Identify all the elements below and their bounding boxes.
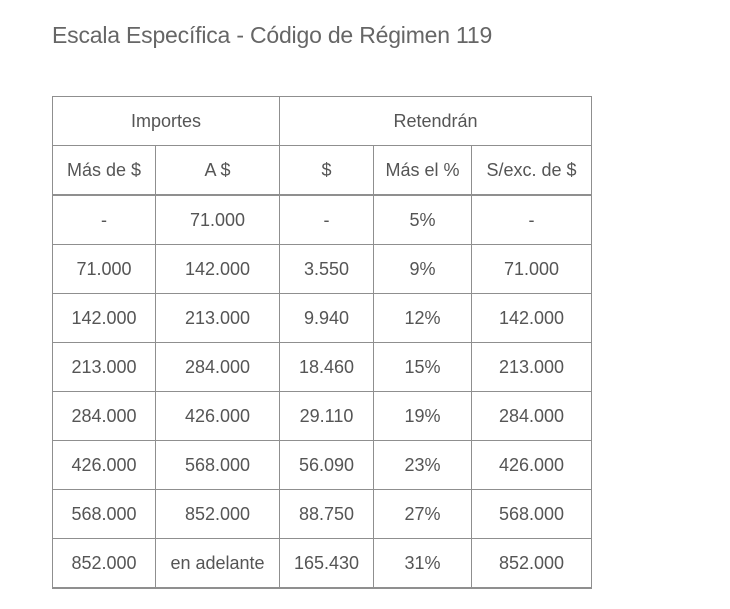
cell-sobre-excedente: 568.000 — [471, 489, 592, 539]
cell-mas-de: 71.000 — [52, 244, 156, 294]
cell-mas-de: 852.000 — [52, 538, 156, 589]
cell-sobre-excedente: - — [471, 194, 592, 245]
cell-mas-de: 284.000 — [52, 391, 156, 441]
table-row: -71.000-5% - — [52, 194, 592, 245]
cell-sobre-excedente: 284.000 — [471, 391, 592, 441]
cell-mas-el-porcentaje: 12% — [373, 293, 472, 343]
cell-sobre-excedente: 213.000 — [471, 342, 592, 392]
group-header-retendran: Retendrán — [279, 96, 592, 146]
cell-a: 426.000 — [155, 391, 280, 441]
cell-mas-el-porcentaje: 15% — [373, 342, 472, 392]
cell-a: en adelante — [155, 538, 280, 589]
cell-monto: 29.110 — [279, 391, 374, 441]
column-header-sobre-excedente: S/exc. de $ — [471, 145, 592, 196]
table-row: 71.000 142.000 3.550 9% 71.000 — [52, 244, 592, 294]
table-row: 568.000 852.000 88.750 27% 568.000 — [52, 489, 592, 539]
column-header-row: Más de $ A $ $ Más el % S/exc. de $ — [52, 145, 592, 196]
table-row: 852.000 en adelante 165.430 31% 852.000 — [52, 538, 592, 589]
column-header-mas-el-porcentaje: Más el % — [373, 145, 472, 196]
cell-mas-el-porcentaje: 27% — [373, 489, 472, 539]
table-row: 213.000 284.000 18.460 15% 213.000 — [52, 342, 592, 392]
cell-a: 852.000 — [155, 489, 280, 539]
cell-mas-el-porcentaje: 5% — [373, 194, 472, 245]
column-header-a: A $ — [155, 145, 280, 196]
cell-monto: 3.550 — [279, 244, 374, 294]
page-title: Escala Específica - Código de Régimen 11… — [52, 22, 493, 48]
cell-sobre-excedente: 852.000 — [471, 538, 592, 589]
cell-mas-el-porcentaje: 31% — [373, 538, 472, 589]
cell-mas-de: 426.000 — [52, 440, 156, 490]
table-row: 142.000 213.000 9.940 12% 142.000 — [52, 293, 592, 343]
cell-a: 142.000 — [155, 244, 280, 294]
cell-monto: 18.460 — [279, 342, 374, 392]
cell-mas-el-porcentaje: 9% — [373, 244, 472, 294]
cell-monto: 9.940 — [279, 293, 374, 343]
cell-mas-de: - — [52, 194, 156, 245]
table-row: 426.000 568.000 56.090 23% 426.000 — [52, 440, 592, 490]
cell-sobre-excedente: 426.000 — [471, 440, 592, 490]
cell-monto: 165.430 — [279, 538, 374, 589]
cell-mas-el-porcentaje: 19% — [373, 391, 472, 441]
group-header-importes: Importes — [52, 96, 280, 146]
cell-a: 284.000 — [155, 342, 280, 392]
group-header-row: Importes Retendrán — [52, 96, 592, 146]
table-body: -71.000-5% -71.000 142.000 3.550 9% 71.000 142… — [52, 194, 592, 589]
cell-monto: - — [279, 194, 374, 245]
cell-a: 568.000 — [155, 440, 280, 490]
cell-mas-de: 568.000 — [52, 489, 156, 539]
cell-monto: 56.090 — [279, 440, 374, 490]
cell-monto: 88.750 — [279, 489, 374, 539]
cell-mas-de: 213.000 — [52, 342, 156, 392]
column-header-mas-de: Más de $ — [52, 145, 156, 196]
column-header-monto: $ — [279, 145, 374, 196]
cell-mas-de: 142.000 — [52, 293, 156, 343]
retention-scale-table: Importes Retendrán Más de $ A $ $ Más el… — [52, 96, 592, 589]
cell-sobre-excedente: 142.000 — [471, 293, 592, 343]
cell-a: 213.000 — [155, 293, 280, 343]
cell-sobre-excedente: 71.000 — [471, 244, 592, 294]
cell-mas-el-porcentaje: 23% — [373, 440, 472, 490]
table-row: 284.000 426.000 29.110 19% 284.000 — [52, 391, 592, 441]
cell-a: 71.000 — [155, 194, 280, 245]
